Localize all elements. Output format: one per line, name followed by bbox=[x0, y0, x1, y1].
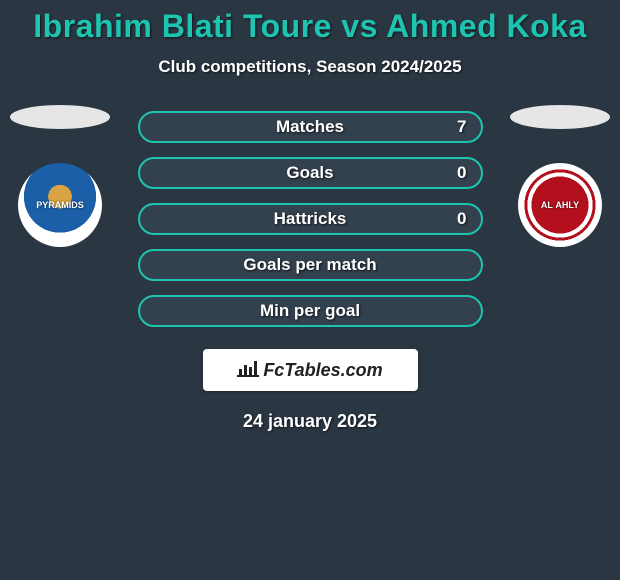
stat-row-goals-per-match: Goals per match bbox=[138, 249, 483, 281]
page-title: Ibrahim Blati Toure vs Ahmed Koka bbox=[0, 8, 620, 45]
stat-label: Min per goal bbox=[260, 301, 360, 321]
stat-value-right: 7 bbox=[457, 117, 466, 137]
stat-rows: Matches 7 Goals 0 Hattricks 0 Goals per … bbox=[138, 105, 483, 327]
stat-label: Goals per match bbox=[243, 255, 376, 275]
club-crest-right-label: AL AHLY bbox=[541, 200, 579, 210]
source-logo-text: FcTables.com bbox=[263, 360, 382, 381]
stat-row-matches: Matches 7 bbox=[138, 111, 483, 143]
player-right-shadow-ellipse bbox=[510, 105, 610, 129]
club-crest-left-label: PYRAMIDS bbox=[36, 200, 84, 210]
club-crest-right: AL AHLY bbox=[518, 163, 602, 247]
stat-row-hattricks: Hattricks 0 bbox=[138, 203, 483, 235]
date-label: 24 january 2025 bbox=[0, 411, 620, 432]
stat-row-min-per-goal: Min per goal bbox=[138, 295, 483, 327]
chart-icon bbox=[237, 359, 259, 382]
stat-label: Hattricks bbox=[274, 209, 347, 229]
subtitle: Club competitions, Season 2024/2025 bbox=[0, 57, 620, 77]
player-left-column: PYRAMIDS bbox=[10, 105, 110, 247]
main-area: PYRAMIDS AL AHLY Matches 7 Goals 0 Hattr… bbox=[0, 105, 620, 432]
player-left-shadow-ellipse bbox=[10, 105, 110, 129]
stat-row-goals: Goals 0 bbox=[138, 157, 483, 189]
source-logo-box: FcTables.com bbox=[203, 349, 418, 391]
stat-value-right: 0 bbox=[457, 209, 466, 229]
club-crest-left: PYRAMIDS bbox=[18, 163, 102, 247]
player-right-column: AL AHLY bbox=[510, 105, 610, 247]
stat-label: Matches bbox=[276, 117, 344, 137]
infographic-container: Ibrahim Blati Toure vs Ahmed Koka Club c… bbox=[0, 0, 620, 432]
stat-label: Goals bbox=[286, 163, 333, 183]
stat-value-right: 0 bbox=[457, 163, 466, 183]
